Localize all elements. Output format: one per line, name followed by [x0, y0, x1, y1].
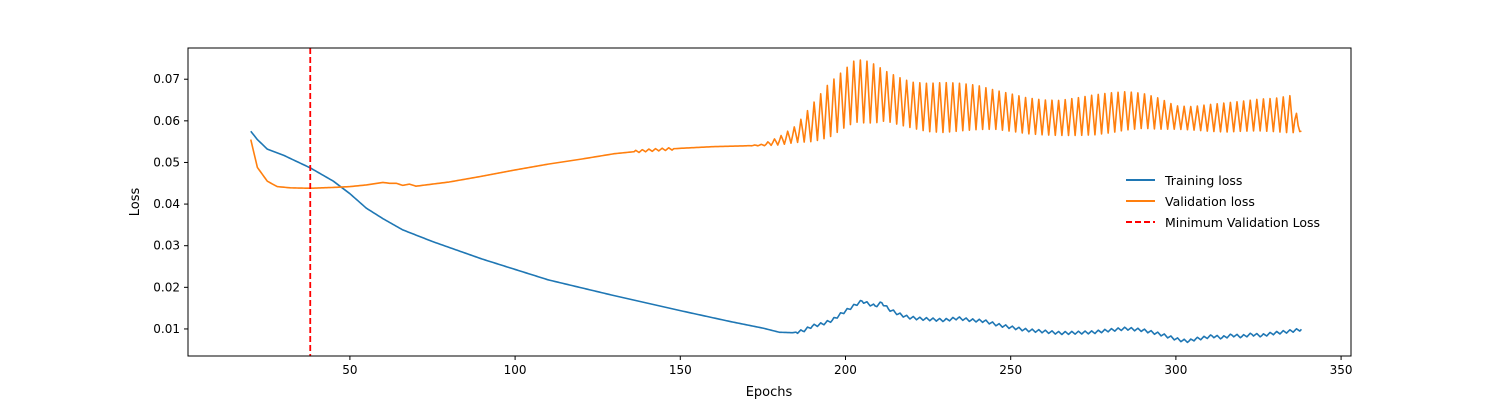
legend: Training loss Validation loss Minimum Va… [1126, 173, 1320, 230]
validation-loss-line [250, 59, 1302, 190]
y-tick-label: 0.02 [153, 280, 180, 294]
legend-label-min-val: Minimum Validation Loss [1165, 215, 1320, 230]
y-tick-label: 0.06 [153, 114, 180, 128]
y-tick-label: 0.05 [153, 155, 180, 169]
y-tick-label: 0.01 [153, 322, 180, 336]
x-axis-ticks: 50 100 150 200 250 300 350 [342, 356, 1353, 377]
y-tick-label: 0.04 [153, 197, 180, 211]
x-tick-label: 100 [504, 363, 527, 377]
plot-frame [187, 47, 1352, 357]
training-loss-line [250, 130, 1303, 344]
series-layer [250, 48, 1303, 356]
x-tick-label: 200 [834, 363, 857, 377]
x-tick-label: 300 [1164, 363, 1187, 377]
y-tick-label: 0.07 [153, 72, 180, 86]
x-tick-label: 250 [999, 363, 1022, 377]
y-tick-label: 0.03 [153, 239, 180, 253]
x-tick-label: 350 [1330, 363, 1353, 377]
x-tick-label: 50 [342, 363, 357, 377]
y-axis-ticks: 0.01 0.02 0.03 0.04 0.05 0.06 0.07 [153, 72, 188, 336]
y-axis-label: Loss [128, 188, 143, 217]
legend-label-validation: Validation loss [1165, 194, 1255, 209]
x-axis-label: Epochs [746, 385, 793, 400]
legend-label-training: Training loss [1164, 173, 1242, 188]
x-tick-label: 150 [669, 363, 692, 377]
